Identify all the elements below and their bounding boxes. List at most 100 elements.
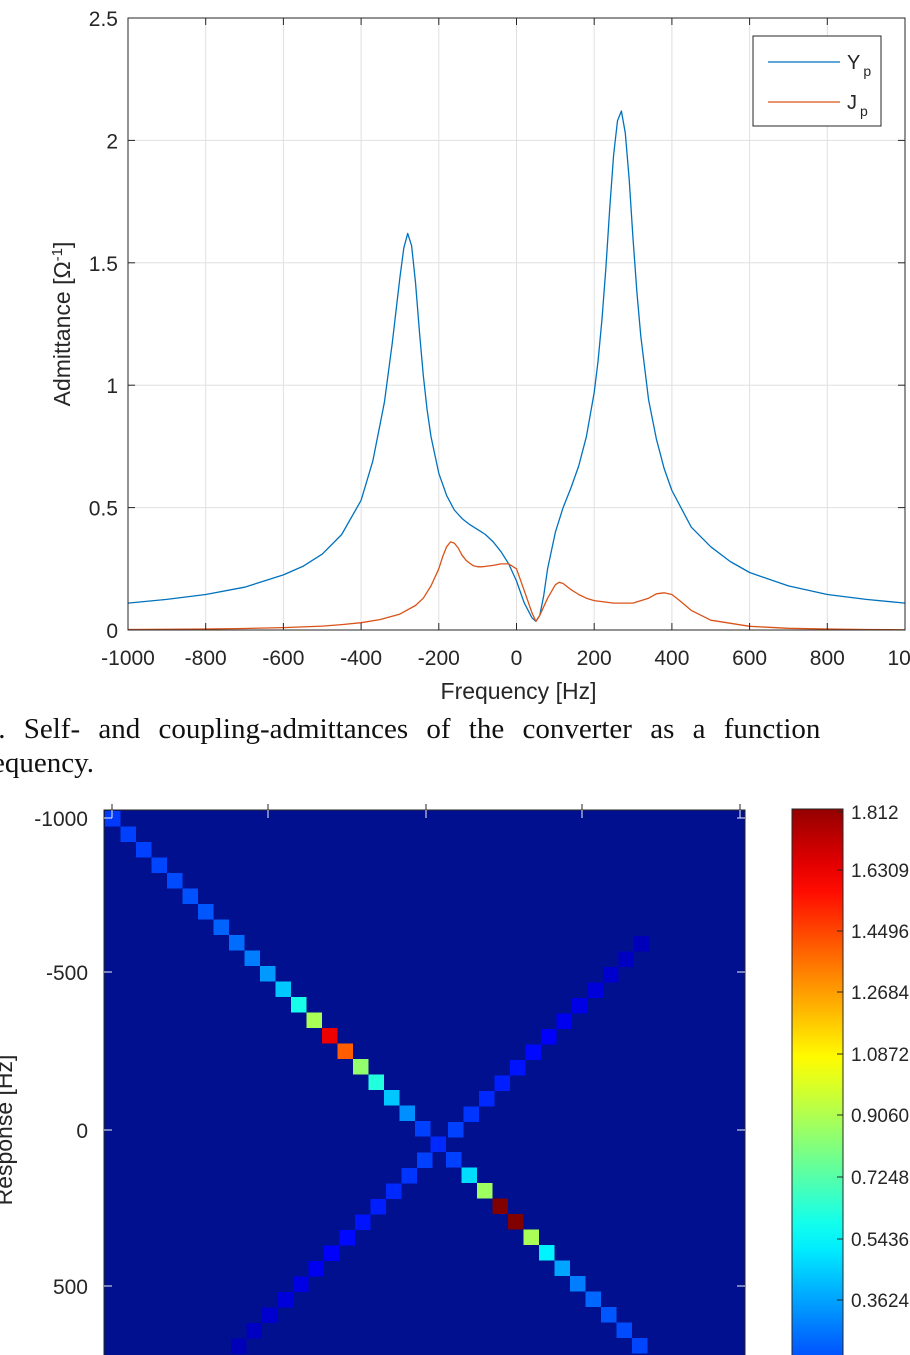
heatmap-cell-main-diagonal: [430, 1136, 446, 1152]
colorbar-tick-label: 1.0872: [851, 1045, 909, 1066]
colorbar-tick-label: 0.3624: [851, 1291, 910, 1312]
heatmap-cell-main-diagonal: [306, 1012, 322, 1028]
heatmap-cell-anti-diagonal: [618, 951, 634, 967]
x-tick-label: -1000: [101, 647, 155, 670]
heatmap-cell-anti-diagonal: [262, 1307, 278, 1323]
heatmap-cell-main-diagonal: [244, 950, 260, 966]
heatmap-cell-main-diagonal: [368, 1074, 384, 1090]
heatmap-cell-anti-diagonal: [355, 1214, 371, 1230]
colorbar: [791, 808, 844, 1355]
heatmap-y-tick-label: -1000: [34, 808, 88, 831]
heatmap-cell-main-diagonal: [120, 826, 136, 842]
heatmap-cell-main-diagonal: [632, 1338, 648, 1354]
x-tick-label: 600: [732, 647, 767, 670]
colorbar-tick-label: 0.5436: [851, 1230, 909, 1251]
heatmap-cell-main-diagonal: [105, 811, 121, 827]
figure-caption: g.2. Self- and coupling-admittances of t…: [0, 712, 910, 780]
heatmap-cell-anti-diagonal: [572, 998, 588, 1014]
x-tick-label: 400: [654, 647, 689, 670]
heatmap-cell-main-diagonal: [229, 935, 245, 951]
x-tick-label: -600: [262, 647, 304, 670]
response-heatmap: -1000 -500 0 500 Response [Hz] 1.812 1.6309 1.4…: [0, 803, 910, 1355]
heatmap-cell-anti-diagonal: [541, 1029, 557, 1045]
series-line-jp: [127, 541, 906, 631]
y-tick-label: 1.5: [89, 253, 118, 276]
heatmap-cell-main-diagonal: [477, 1183, 493, 1199]
heatmap-cell-main-diagonal: [337, 1043, 353, 1059]
heatmap-cell-main-diagonal: [167, 873, 183, 889]
heatmap-cell-anti-diagonal: [293, 1276, 309, 1292]
heatmap-y-tick-label: -500: [46, 962, 88, 985]
heatmap-cell-anti-diagonal: [324, 1245, 340, 1261]
caption-line-1: g.2. Self- and coupling-admittances of t…: [0, 713, 821, 745]
colorbar-tick-label: 1.812: [851, 803, 899, 824]
heatmap-cell-main-diagonal: [461, 1167, 477, 1183]
heatmap-cell-main-diagonal: [291, 997, 307, 1013]
heatmap-cell-anti-diagonal: [277, 1292, 293, 1308]
heatmap-cell-main-diagonal: [554, 1260, 570, 1276]
heatmap-cell-anti-diagonal: [634, 936, 650, 952]
heatmap-cell-anti-diagonal: [556, 1013, 572, 1029]
heatmap-cell-anti-diagonal: [525, 1044, 541, 1060]
heatmap-cell-main-diagonal: [601, 1307, 617, 1323]
legend-box: [752, 35, 882, 127]
heatmap-cell-main-diagonal: [508, 1214, 524, 1230]
heatmap-cell-anti-diagonal: [386, 1183, 402, 1199]
heatmap-y-axis-label: Response [Hz]: [0, 1055, 17, 1206]
heatmap-cell-main-diagonal: [585, 1291, 601, 1307]
heatmap-axes-box: [103, 809, 746, 1355]
heatmap-cell-main-diagonal: [415, 1121, 431, 1137]
heatmap-cell-main-diagonal: [570, 1276, 586, 1292]
heatmap-cell-main-diagonal: [182, 888, 198, 904]
x-tick-label: -800: [185, 647, 227, 670]
heatmap-cell-main-diagonal: [322, 1028, 338, 1044]
heatmap-cell-main-diagonal: [539, 1245, 555, 1261]
y-tick-label: 0.5: [89, 498, 118, 521]
x-tick-label: 200: [577, 647, 612, 670]
y-tick-label: 1: [106, 375, 118, 398]
heatmap-cell-anti-diagonal: [587, 982, 603, 998]
heatmap-background: [104, 810, 745, 1355]
colorbar-tick-label: 1.6309: [851, 861, 909, 882]
x-tick-label: -400: [340, 647, 382, 670]
y-tick-label: 2: [106, 130, 118, 153]
heatmap-cell-anti-diagonal: [479, 1091, 495, 1107]
caption-line-2: equency.: [0, 747, 94, 779]
heatmap-y-tick-label: 500: [53, 1276, 88, 1299]
x-tick-label: -200: [418, 647, 460, 670]
admittance-line-chart: -1000-800-600-400-200020040060080010000.…: [49, 8, 910, 704]
x-tick-label: 0: [511, 647, 523, 670]
heatmap-cell-anti-diagonal: [448, 1122, 464, 1138]
heatmap-cell-anti-diagonal: [603, 967, 619, 983]
heatmap-cell-main-diagonal: [353, 1059, 369, 1075]
heatmap-cell-main-diagonal: [384, 1090, 400, 1106]
heatmap-cell-main-diagonal: [523, 1229, 539, 1245]
heatmap-cell-anti-diagonal: [510, 1060, 526, 1076]
heatmap-cell-anti-diagonal: [370, 1199, 386, 1215]
colorbar-tick-label: 0.9060: [851, 1106, 909, 1127]
heatmap-cell-main-diagonal: [275, 981, 291, 997]
heatmap-cell-main-diagonal: [616, 1322, 632, 1338]
heatmap-y-tick-label: 0: [76, 1120, 88, 1143]
heatmap-cell-main-diagonal: [136, 842, 152, 858]
heatmap-cell-anti-diagonal: [231, 1338, 247, 1354]
x-axis-label: Frequency [Hz]: [441, 678, 597, 704]
heatmap-cell-anti-diagonal: [339, 1230, 355, 1246]
y-tick-label: 0: [106, 620, 118, 643]
colorbar-tick-label: 0.7248: [851, 1168, 909, 1189]
heatmap-cell-anti-diagonal: [463, 1106, 479, 1122]
heatmap-cell-main-diagonal: [213, 919, 229, 935]
series-line-yp: [127, 110, 906, 623]
heatmap-cell-anti-diagonal: [246, 1323, 262, 1339]
heatmap-cell-main-diagonal: [260, 966, 276, 982]
heatmap-cell-anti-diagonal: [308, 1261, 324, 1277]
x-tick-label: 100: [887, 647, 910, 670]
heatmap-cell-main-diagonal: [198, 904, 214, 920]
heatmap-cell-anti-diagonal: [494, 1075, 510, 1091]
colorbar-tick-label: 1.2684: [851, 983, 910, 1004]
heatmap-cell-main-diagonal: [492, 1198, 508, 1214]
